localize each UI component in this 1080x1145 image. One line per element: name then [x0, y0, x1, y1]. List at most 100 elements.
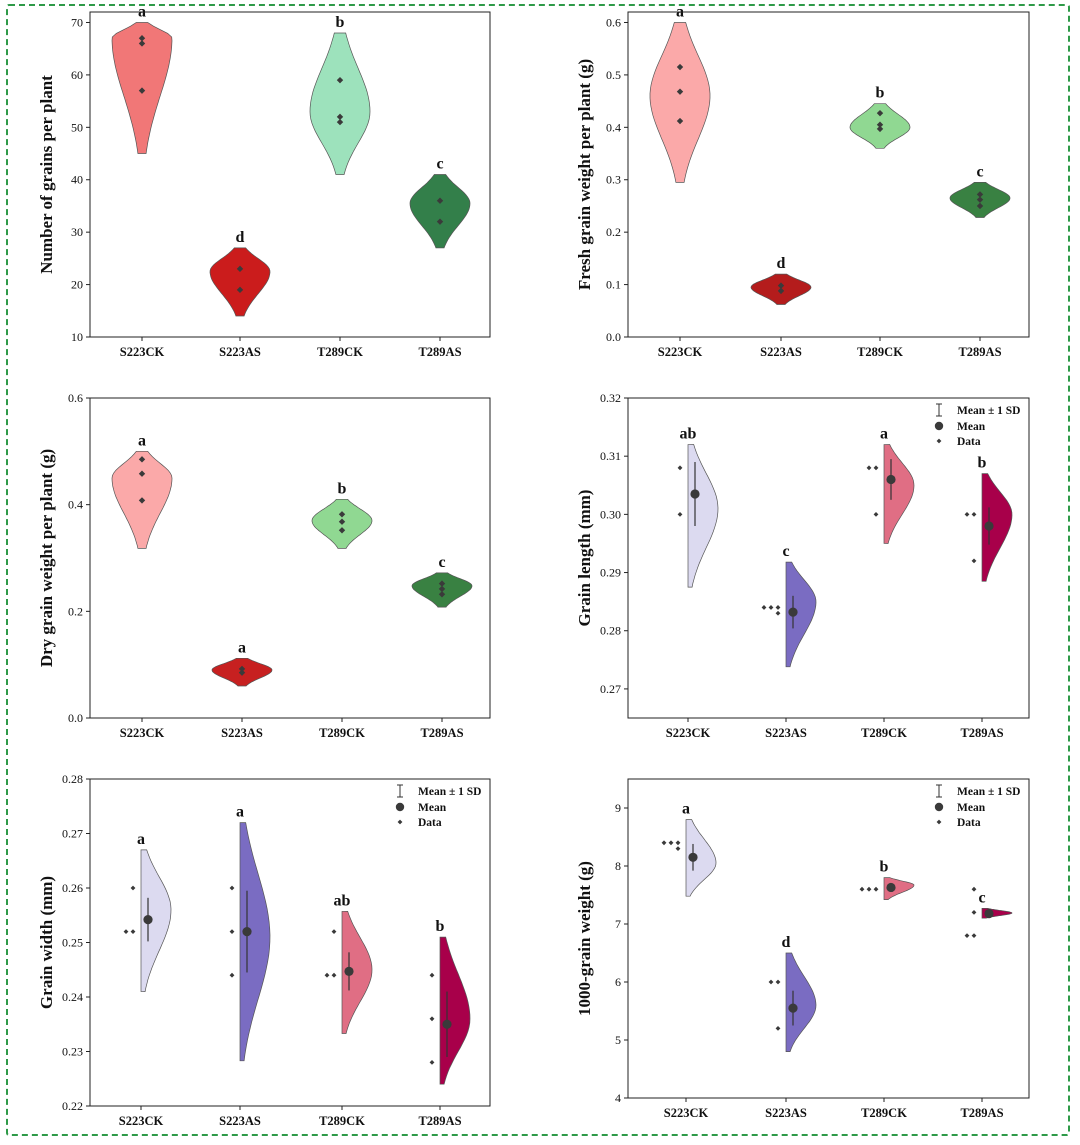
data-point — [971, 886, 977, 892]
significance-letter: a — [238, 639, 246, 656]
data-point — [436, 218, 444, 225]
x-tick-label: S223AS — [765, 1106, 807, 1120]
data-point — [438, 585, 446, 593]
x-tick-label: S223CK — [664, 1106, 709, 1120]
x-tick-label: S223CK — [666, 726, 711, 740]
data-point — [866, 465, 872, 471]
data-point — [668, 840, 674, 846]
legend-data-icon — [936, 819, 942, 825]
data-point — [873, 511, 879, 517]
y-tick-label: 0.31 — [600, 449, 621, 463]
significance-letter: d — [236, 229, 245, 246]
x-tick-label: T289AS — [418, 345, 461, 359]
legend-data-icon — [397, 819, 403, 825]
x-tick-label: T289CK — [861, 1106, 907, 1120]
violin-t289ck — [883, 444, 915, 544]
y-tick-label: 40 — [71, 173, 83, 187]
y-tick-label: 60 — [71, 68, 83, 82]
axes-frame — [627, 397, 1030, 719]
mean-marker — [442, 1019, 452, 1029]
data-point — [876, 125, 884, 133]
y-tick-label: 0.4 — [68, 498, 83, 512]
legend-label: Mean ± 1 SD — [957, 405, 1021, 417]
y-tick-label: 0.3 — [606, 173, 621, 187]
data-point — [775, 610, 781, 616]
data-point — [761, 605, 767, 610]
legend-mean-icon — [934, 421, 944, 431]
data-point — [971, 933, 977, 938]
significance-letter: a — [682, 801, 690, 818]
x-tick-label: T289AS — [418, 1114, 461, 1128]
y-tick-label: 9 — [615, 801, 621, 815]
y-tick-label: 0.30 — [600, 507, 621, 521]
mean-marker — [690, 489, 700, 499]
data-point — [775, 1026, 781, 1031]
mean-marker — [788, 607, 798, 617]
y-axis-label: Dry grain weight per plant (g) — [37, 449, 56, 667]
data-point — [324, 972, 330, 978]
mean-marker — [984, 908, 994, 919]
significance-letter: c — [978, 889, 985, 906]
data-point — [866, 886, 872, 892]
y-tick-label: 0.5 — [606, 68, 621, 82]
data-point — [677, 465, 683, 471]
y-tick-label: 0.27 — [62, 827, 83, 841]
mean-marker — [788, 1003, 798, 1013]
axes-frame — [627, 11, 1030, 338]
y-tick-label: 0.0 — [606, 330, 621, 344]
mean-marker — [143, 915, 153, 925]
data-point — [229, 929, 235, 934]
data-point — [429, 972, 435, 978]
significance-letter: a — [138, 432, 146, 449]
x-tick-label: S223AS — [219, 345, 261, 359]
data-point — [138, 470, 146, 477]
violin-s223as — [785, 952, 817, 1052]
y-tick-label: 70 — [71, 15, 83, 29]
legend-label: Data — [418, 817, 442, 829]
data-point — [138, 87, 146, 94]
legend-label: Data — [957, 436, 981, 448]
significance-letter: c — [782, 543, 789, 560]
legend-label: Data — [957, 817, 981, 829]
data-point — [238, 669, 246, 676]
x-tick-label: T289AS — [960, 1106, 1003, 1120]
data-point — [238, 665, 246, 673]
y-tick-label: 50 — [71, 120, 83, 134]
significance-letter: b — [978, 455, 987, 472]
data-point — [336, 76, 344, 84]
significance-letter: ab — [680, 426, 697, 443]
significance-letter: a — [236, 804, 244, 821]
y-tick-label: 0.1 — [606, 278, 621, 292]
y-tick-label: 6 — [615, 975, 621, 989]
data-point — [661, 840, 667, 846]
violin-t289ck — [309, 32, 371, 175]
data-point — [971, 558, 977, 564]
x-tick-label: S223AS — [760, 345, 802, 359]
legend: Mean ± 1 SD Mean Data — [395, 784, 482, 829]
significance-letter: a — [880, 426, 888, 443]
data-point — [236, 265, 244, 273]
y-tick-label: 0.22 — [62, 1099, 83, 1113]
violin-s223ck — [687, 444, 719, 588]
data-point — [777, 282, 785, 289]
legend-data-icon — [936, 438, 942, 444]
data-point — [775, 979, 781, 985]
data-point — [338, 511, 346, 518]
axes-frame — [89, 397, 491, 719]
mean-marker — [886, 882, 896, 893]
data-point — [338, 518, 346, 525]
data-point — [130, 929, 136, 934]
axes-frame — [89, 11, 491, 338]
y-tick-label: 0.32 — [600, 391, 621, 405]
y-tick-label: 0.6 — [68, 391, 83, 405]
data-point — [976, 191, 984, 198]
data-point — [236, 286, 244, 294]
violin-s223ck — [685, 819, 717, 897]
data-point — [138, 456, 146, 463]
data-point — [971, 511, 977, 517]
y-tick-label: 0.29 — [600, 566, 621, 580]
violin-s223ck — [649, 22, 711, 183]
